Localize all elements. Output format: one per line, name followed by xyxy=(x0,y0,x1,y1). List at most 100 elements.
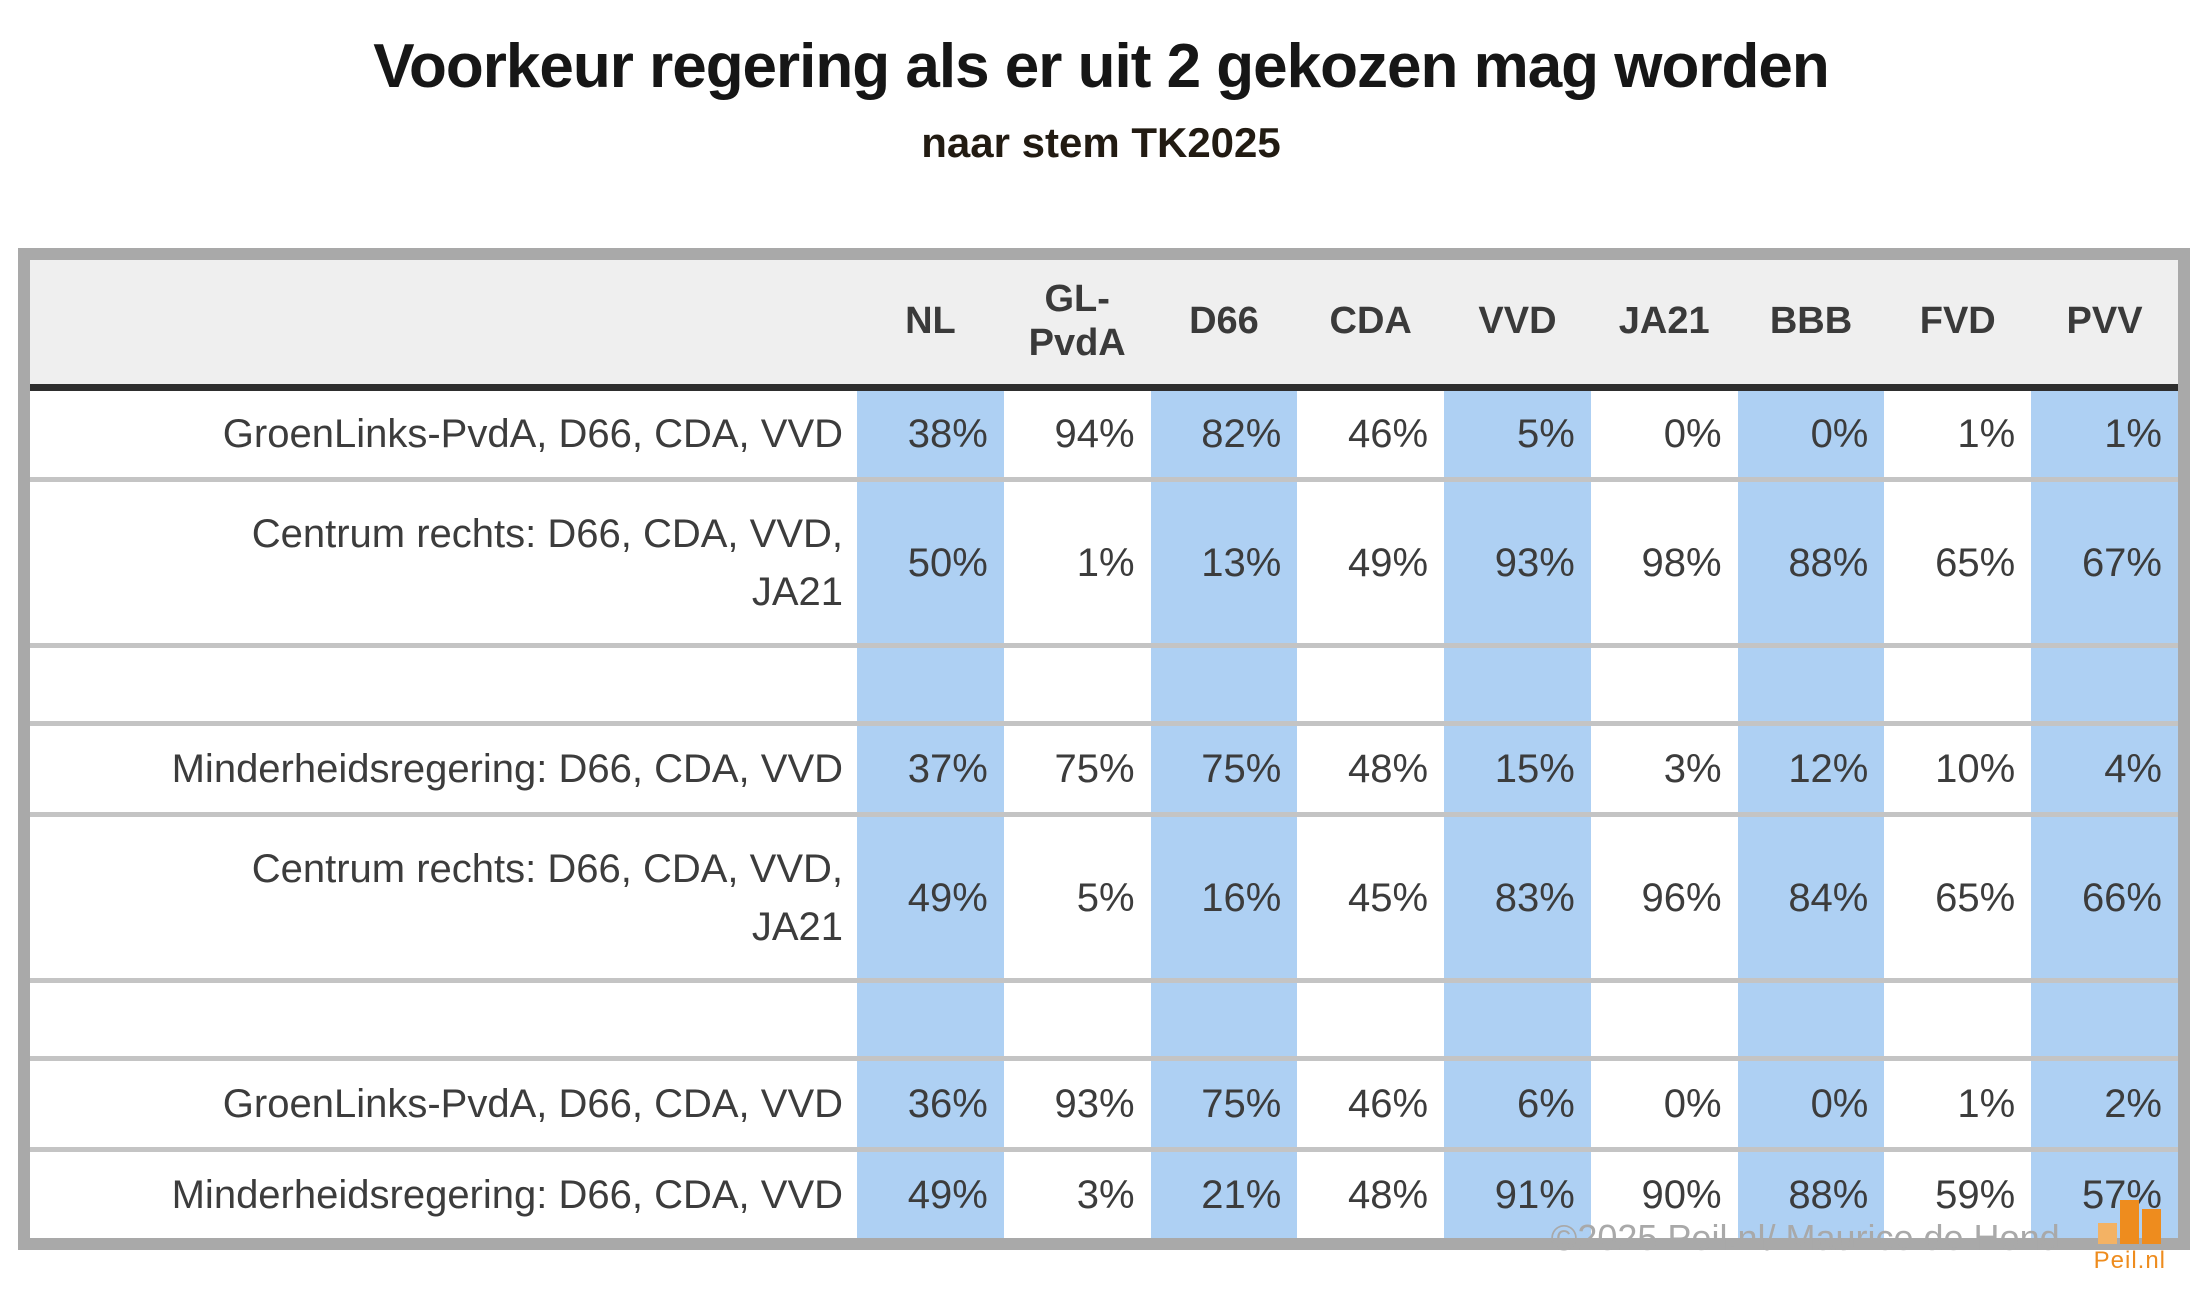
value-cell-ja21: 98% xyxy=(1641,540,1722,585)
value-cell-gl-pvda: 5% xyxy=(1076,875,1135,920)
value-cell-d66 xyxy=(1150,980,1298,1059)
value-cell-cda: 49% xyxy=(1348,540,1429,585)
value-cell-d66: 75% xyxy=(1150,1058,1298,1150)
value-cell-ja21 xyxy=(1591,646,1738,724)
results-table-header: NL GL-PvdA D66 CDA VVD JA21 BBB FVD PVV xyxy=(30,260,2178,391)
peil-logo: Peil.nl xyxy=(2094,1200,2166,1275)
value-cell-ja21: 0% xyxy=(1663,412,1722,456)
value-cell-d66 xyxy=(1150,645,1298,724)
value-cell-cda: 45% xyxy=(1348,875,1429,920)
table-row: GroenLinks-PvdA, D66, CDA, VVD 36% 93% 75% 4… xyxy=(30,1058,2178,1150)
logo-bar-short xyxy=(2098,1223,2118,1244)
value-cell-pvv: 1% xyxy=(2031,387,2178,480)
value-cell-cda: 46% xyxy=(1348,412,1429,456)
results-table-frame: NL GL-PvdA D66 CDA VVD JA21 BBB FVD PVV GroenLin… xyxy=(18,248,2190,1250)
value-cell-vvd: 93% xyxy=(1444,479,1591,646)
value-cell-cda: 48% xyxy=(1348,1173,1429,1217)
row-label: Centrum rechts: D66, CDA, VVD, JA21 xyxy=(251,846,844,949)
table-row: Minderheidsregering: D66, CDA, VVD 37% 75%… xyxy=(30,723,2178,815)
value-cell-nl xyxy=(857,645,1004,724)
value-cell-vvd: 91% xyxy=(1444,1149,1591,1238)
logo-bar-tall xyxy=(2120,1200,2140,1244)
spacer-row xyxy=(30,645,2178,724)
value-cell-vvd: 6% xyxy=(1444,1058,1591,1150)
value-cell-d66: 82% xyxy=(1150,387,1298,480)
column-header-nl: NL xyxy=(857,260,1004,391)
column-header-fvd: FVD xyxy=(1884,260,2032,391)
value-cell-bbb: 84% xyxy=(1737,814,1885,981)
column-header-gl-pvda: GL-PvdA xyxy=(1003,260,1151,391)
value-cell-gl-pvda xyxy=(1004,646,1151,724)
value-cell-bbb xyxy=(1737,980,1885,1059)
value-cell-gl-pvda: 93% xyxy=(1054,1082,1135,1126)
table-row: Centrum rechts: D66, CDA, VVD, JA21 49% 5%… xyxy=(30,814,2178,981)
value-cell-vvd: 83% xyxy=(1444,814,1591,981)
value-cell-cda xyxy=(1297,646,1444,724)
value-cell-bbb xyxy=(1737,645,1885,724)
row-label: GroenLinks-PvdA, D66, CDA, VVD xyxy=(222,412,844,456)
value-cell-bbb: 88% xyxy=(1737,1149,1885,1238)
value-cell-fvd: 65% xyxy=(1935,875,2016,920)
value-cell-pvv xyxy=(2031,980,2178,1059)
value-cell-fvd: 10% xyxy=(1935,747,2016,791)
results-table-body: GroenLinks-PvdA, D66, CDA, VVD 38% 94% 82% 4… xyxy=(30,387,2178,1238)
value-cell-d66: 21% xyxy=(1150,1149,1298,1238)
value-cell-gl-pvda: 1% xyxy=(1076,540,1135,585)
bar-chart-icon xyxy=(2098,1200,2162,1244)
value-cell-pvv: 4% xyxy=(2031,723,2178,815)
value-cell-cda xyxy=(1297,981,1444,1059)
results-table: NL GL-PvdA D66 CDA VVD JA21 BBB FVD PVV GroenLin… xyxy=(30,260,2178,1238)
page-subtitle: naar stem TK2025 xyxy=(921,119,1281,167)
value-cell-nl: 49% xyxy=(857,1149,1004,1238)
value-cell-gl-pvda: 94% xyxy=(1054,412,1135,456)
table-row: Centrum rechts: D66, CDA, VVD, JA21 50% 1%… xyxy=(30,479,2178,646)
value-cell-bbb: 12% xyxy=(1737,723,1885,815)
column-header-bbb: BBB xyxy=(1737,260,1885,391)
value-cell-cda: 46% xyxy=(1348,1082,1429,1126)
value-cell-pvv: 2% xyxy=(2031,1058,2178,1150)
column-header-vvd: VVD xyxy=(1444,260,1591,391)
value-cell-fvd xyxy=(1884,981,2031,1059)
value-cell-fvd: 1% xyxy=(1957,1082,2016,1126)
value-cell-ja21: 90% xyxy=(1641,1173,1722,1217)
row-label: Minderheidsregering: D66, CDA, VVD xyxy=(171,747,844,791)
row-label xyxy=(30,646,857,724)
header-row: NL GL-PvdA D66 CDA VVD JA21 BBB FVD PVV xyxy=(30,260,2178,391)
value-cell-vvd: 15% xyxy=(1444,723,1591,815)
value-cell-ja21 xyxy=(1591,981,1738,1059)
value-cell-nl: 50% xyxy=(857,479,1004,646)
value-cell-ja21: 96% xyxy=(1641,875,1722,920)
value-cell-d66: 75% xyxy=(1150,723,1298,815)
logo-wordmark: Peil.nl xyxy=(2093,1247,2166,1274)
column-header-pvv: PVV xyxy=(2031,260,2178,391)
value-cell-fvd: 59% xyxy=(1935,1173,2016,1217)
value-cell-d66: 16% xyxy=(1150,814,1298,981)
table-row: Minderheidsregering: D66, CDA, VVD 49% 3% 2… xyxy=(30,1149,2178,1238)
value-cell-fvd: 1% xyxy=(1957,412,2016,456)
value-cell-vvd xyxy=(1444,980,1591,1059)
value-cell-ja21: 3% xyxy=(1663,747,1722,791)
column-header-cda: CDA xyxy=(1297,260,1445,391)
spacer-row xyxy=(30,980,2178,1059)
value-cell-bbb: 0% xyxy=(1737,387,1885,480)
value-cell-gl-pvda xyxy=(1004,981,1151,1059)
value-cell-fvd xyxy=(1884,646,2031,724)
footer: ©2025 Peil.nl/ Maurice de Hond Peil.nl xyxy=(1551,1200,2166,1275)
value-cell-vvd: 5% xyxy=(1444,387,1591,480)
value-cell-bbb: 88% xyxy=(1737,479,1885,646)
value-cell-vvd xyxy=(1444,645,1591,724)
copyright-credit: ©2025 Peil.nl/ Maurice de Hond xyxy=(1550,1216,2060,1258)
logo-bar-medium xyxy=(2142,1209,2162,1244)
value-cell-nl: 38% xyxy=(857,387,1004,480)
value-cell-ja21: 0% xyxy=(1663,1082,1722,1126)
column-header-d66: D66 xyxy=(1150,260,1298,391)
table-row: GroenLinks-PvdA, D66, CDA, VVD 38% 94% 82% 4… xyxy=(30,387,2178,480)
value-cell-gl-pvda: 3% xyxy=(1076,1173,1135,1217)
value-cell-pvv: 67% xyxy=(2031,479,2178,646)
value-cell-nl: 36% xyxy=(857,1058,1004,1150)
row-label xyxy=(30,981,857,1059)
row-label: Centrum rechts: D66, CDA, VVD, JA21 xyxy=(251,511,844,614)
row-label: Minderheidsregering: D66, CDA, VVD xyxy=(171,1173,844,1217)
value-cell-bbb: 0% xyxy=(1737,1058,1885,1150)
